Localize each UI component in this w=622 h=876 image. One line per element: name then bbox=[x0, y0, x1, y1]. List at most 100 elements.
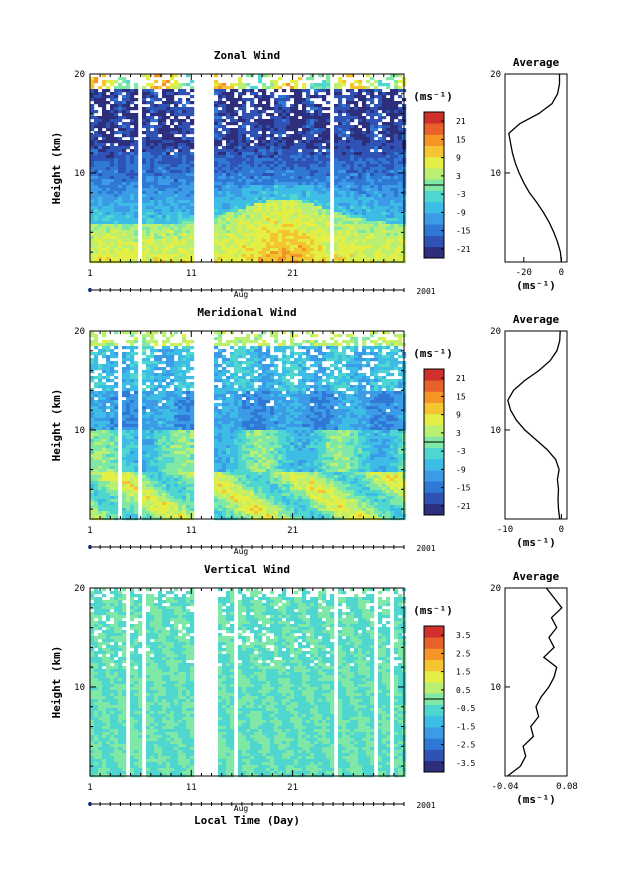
x-tick-label: 11 bbox=[186, 783, 197, 793]
colorbar-tick-label: 1.5 bbox=[456, 668, 471, 677]
colorbar-tick-label: -3.5 bbox=[456, 759, 475, 768]
colorbar-band bbox=[424, 659, 444, 672]
heatmap bbox=[90, 74, 407, 264]
colorbar-band bbox=[424, 470, 444, 482]
profile-line bbox=[508, 74, 563, 263]
plot-frame bbox=[89, 73, 405, 263]
colorbar-tick-label: -15 bbox=[456, 484, 471, 493]
colorbar-tick-label: -21 bbox=[456, 502, 471, 511]
panel-title: Meridional Wind bbox=[197, 306, 296, 319]
profile-title: Average bbox=[513, 56, 560, 69]
profile-x-tick-label: 0.08 bbox=[556, 782, 578, 792]
year-label: 2001 bbox=[416, 801, 435, 810]
month-label: Aug bbox=[234, 804, 249, 813]
colorbar: 21 15 9 3 -3 -9 -15 -21 (ms⁻¹) bbox=[413, 90, 471, 259]
x-tick-label: 11 bbox=[186, 269, 197, 279]
colorbar-tick-label: -3 bbox=[456, 447, 466, 456]
colorbar-tick-label: 2.5 bbox=[456, 649, 471, 658]
y-axis-label: Height (km) bbox=[50, 646, 63, 719]
colorbar-band bbox=[424, 503, 444, 516]
y-tick-label: 20 bbox=[74, 327, 85, 337]
profile-line bbox=[507, 330, 561, 520]
colorbar-tick-label: 15 bbox=[456, 392, 466, 401]
colorbar-tick-label: 15 bbox=[456, 135, 466, 144]
colorbar-band bbox=[424, 447, 444, 460]
colorbar-band bbox=[424, 134, 444, 146]
profile-frame bbox=[504, 587, 568, 777]
profile-x-label: (ms⁻¹) bbox=[516, 279, 556, 292]
colorbar-tick-label: 9 bbox=[456, 411, 461, 420]
colorbar-band bbox=[424, 637, 444, 649]
colorbar-band bbox=[424, 458, 444, 471]
colorbar-tick-label: -9 bbox=[456, 465, 466, 474]
colorbar-tick-label: 0.5 bbox=[456, 686, 471, 695]
colorbar-band bbox=[424, 246, 444, 259]
x-tick-label: 1 bbox=[87, 526, 92, 536]
colorbar: 3.5 2.5 1.5 0.5 -0.5 -1.5 -2.5 -3.5 (ms⁻¹) bbox=[413, 604, 475, 773]
heatmap bbox=[90, 331, 407, 521]
y-tick-label: 10 bbox=[74, 169, 85, 179]
colorbar-band bbox=[424, 201, 444, 214]
profile-y-tick-label: 20 bbox=[490, 327, 501, 337]
colorbar-band bbox=[424, 481, 444, 493]
x-tick-label: 1 bbox=[87, 269, 92, 279]
profile-x-label: (ms⁻¹) bbox=[516, 536, 556, 549]
month-label: Aug bbox=[234, 547, 249, 556]
colorbar-band bbox=[424, 704, 444, 717]
colorbar-tick-label: 3.5 bbox=[456, 631, 471, 640]
profile-y-tick-label: 10 bbox=[490, 169, 501, 179]
heatmap bbox=[90, 588, 407, 778]
colorbar-band bbox=[424, 145, 444, 158]
plot-frame bbox=[89, 587, 405, 777]
colorbar-tick-label: -1.5 bbox=[456, 722, 475, 731]
colorbar-tick-label: -9 bbox=[456, 208, 466, 217]
x-tick-label: 21 bbox=[287, 269, 298, 279]
colorbar-band bbox=[424, 738, 444, 750]
profile-x-tick-label: 0 bbox=[559, 525, 564, 535]
colorbar-band bbox=[424, 235, 444, 248]
x-tick-label: 1 bbox=[87, 783, 92, 793]
y-tick-label: 20 bbox=[74, 70, 85, 80]
profile-y-tick-label: 20 bbox=[490, 584, 501, 594]
colorbar: 21 15 9 3 -3 -9 -15 -21 (ms⁻¹) bbox=[413, 347, 471, 516]
profile-y-tick-label: 20 bbox=[490, 70, 501, 80]
colorbar-band bbox=[424, 156, 444, 169]
x-tick-label: 21 bbox=[287, 526, 298, 536]
average-profile: Average 10 20 -0.04 0.08(ms⁻¹) bbox=[490, 570, 578, 806]
panel-title: Vertical Wind bbox=[204, 563, 290, 576]
colorbar-band bbox=[424, 213, 444, 225]
colorbar-unit: (ms⁻¹) bbox=[413, 90, 453, 103]
colorbar-band bbox=[424, 760, 444, 773]
year-label: 2001 bbox=[416, 544, 435, 553]
colorbar-band bbox=[424, 224, 444, 236]
month-label: Aug bbox=[234, 290, 249, 299]
colorbar-tick-label: -15 bbox=[456, 227, 471, 236]
colorbar-tick-label: 3 bbox=[456, 429, 461, 438]
plot-frame bbox=[89, 330, 405, 520]
colorbar-band bbox=[424, 682, 444, 694]
x-axis-label: Local Time (Day) bbox=[194, 814, 300, 827]
y-axis-label: Height (km) bbox=[50, 389, 63, 462]
profile-title: Average bbox=[513, 570, 560, 583]
colorbar-band bbox=[424, 648, 444, 660]
colorbar-tick-label: -21 bbox=[456, 245, 471, 254]
colorbar-band bbox=[424, 727, 444, 739]
colorbar-tick-label: -0.5 bbox=[456, 704, 475, 713]
profile-frame bbox=[504, 330, 568, 520]
profile-title: Average bbox=[513, 313, 560, 326]
profile-line bbox=[507, 587, 563, 777]
colorbar-tick-label: 3 bbox=[456, 172, 461, 181]
y-tick-label: 10 bbox=[74, 683, 85, 693]
profile-x-tick-label: -20 bbox=[516, 268, 532, 278]
colorbar-band bbox=[424, 715, 444, 728]
colorbar-band bbox=[424, 380, 444, 392]
x-tick-label: 21 bbox=[287, 783, 298, 793]
profile-x-tick-label: -0.04 bbox=[491, 782, 518, 792]
colorbar-band bbox=[424, 492, 444, 505]
colorbar-tick-label: -3 bbox=[456, 190, 466, 199]
colorbar-band bbox=[424, 168, 444, 180]
